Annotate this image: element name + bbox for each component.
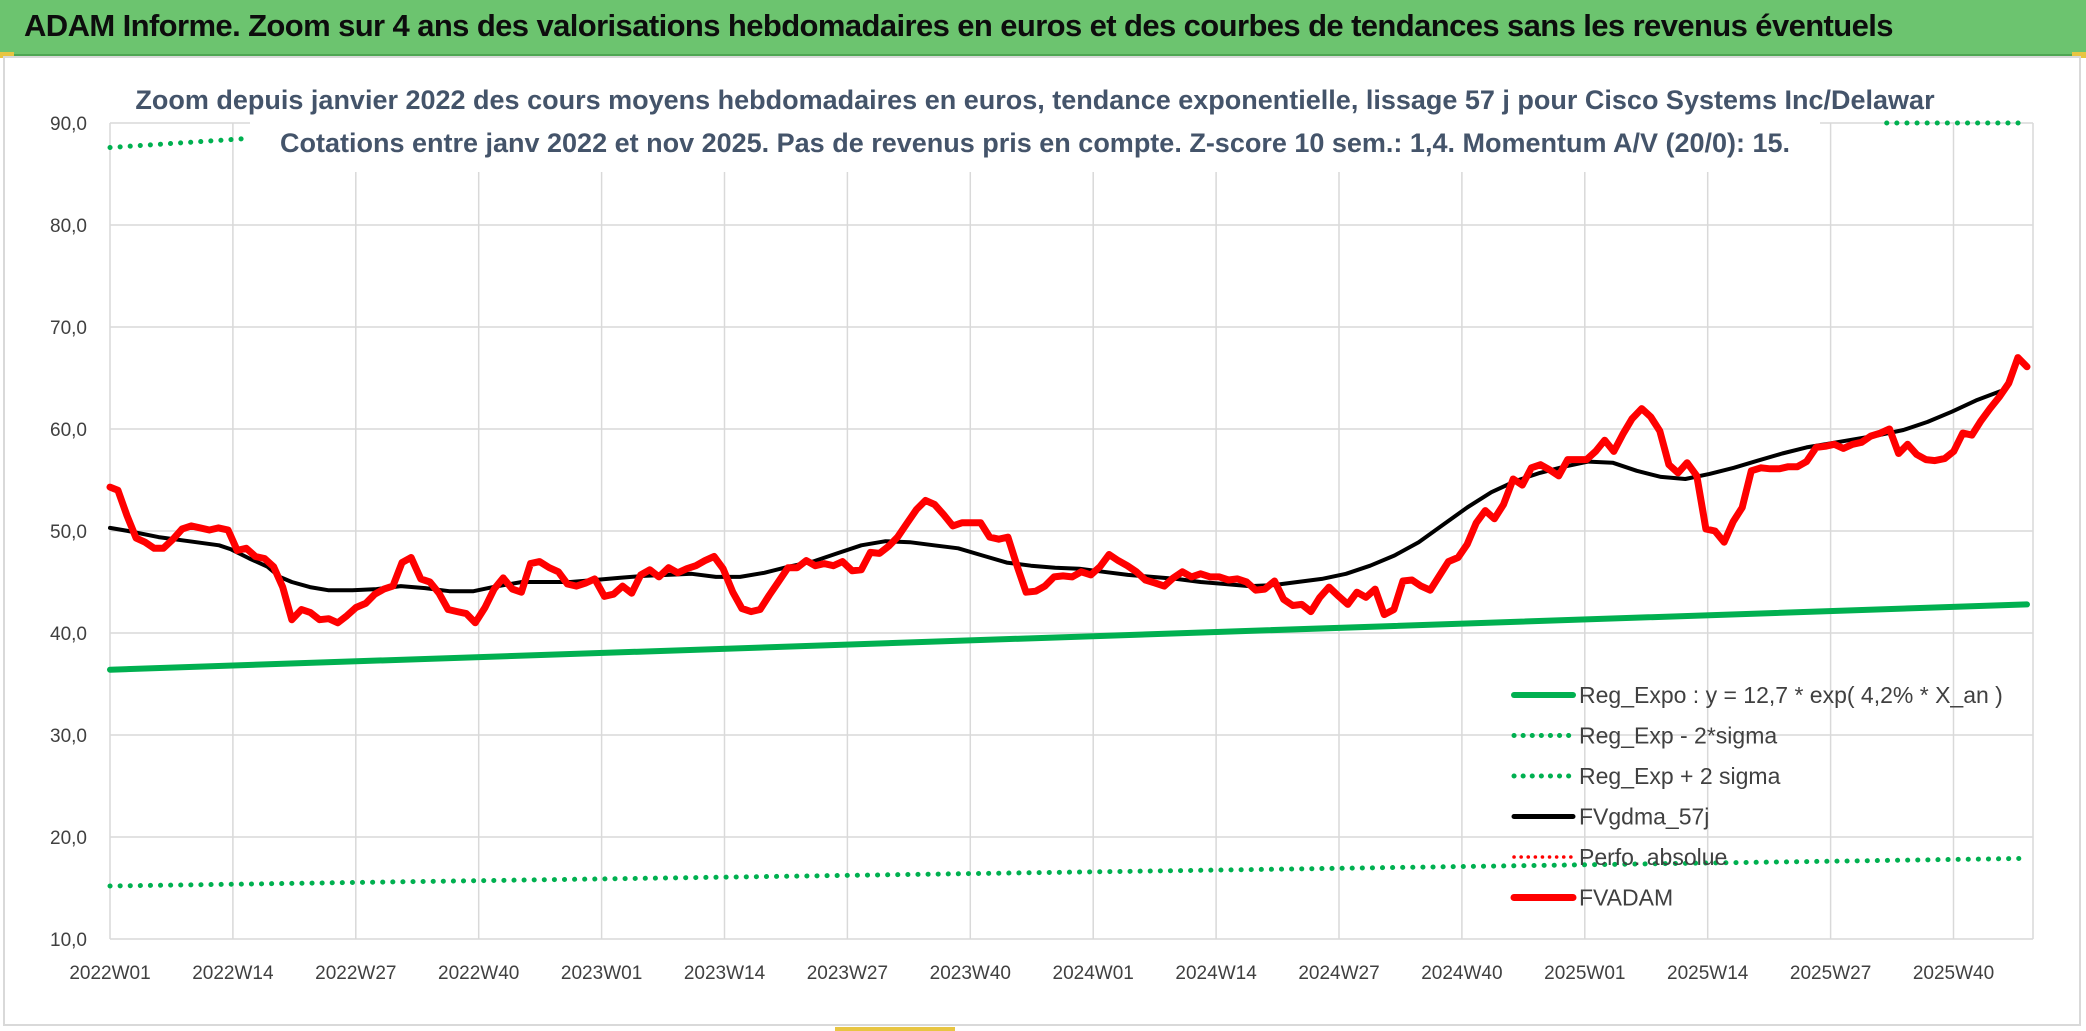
legend-label: FVADAM xyxy=(1579,885,1673,911)
x-tick-label: 2023W27 xyxy=(807,963,888,984)
legend-label: Reg_Exp + 2 sigma xyxy=(1579,763,1781,789)
y-tick-label: 80,0 xyxy=(50,216,87,237)
y-tick-label: 10,0 xyxy=(50,930,87,951)
legend-label: Reg_Expo : y = 12,7 * exp( 4,2% * X_an ) xyxy=(1579,682,2003,708)
legend-label: Perfo. absolue xyxy=(1579,844,1727,870)
grid-lines xyxy=(109,122,2034,940)
reg-exp-plus-2sigma-line-a xyxy=(107,135,253,150)
title-bar: ADAM Informe. Zoom sur 4 ans des valoris… xyxy=(0,0,2086,56)
x-tick-label: 2024W27 xyxy=(1298,963,1379,984)
y-tick-label: 50,0 xyxy=(50,522,87,543)
x-tick-label: 2022W01 xyxy=(69,963,150,984)
report-title: ADAM Informe. Zoom sur 4 ans des valoris… xyxy=(24,8,1894,43)
x-tick-label: 2023W01 xyxy=(561,963,642,984)
legend-label: FVgdma_57j xyxy=(1579,804,1709,830)
corner-tab-right xyxy=(2072,52,2086,58)
x-tick-label: 2022W27 xyxy=(315,963,396,984)
y-tick-label: 30,0 xyxy=(50,726,87,747)
chart-border xyxy=(3,56,2081,1026)
bottom-tab xyxy=(835,1027,955,1031)
corner-tab-left xyxy=(0,52,14,58)
x-tick-label: 2023W14 xyxy=(684,963,766,984)
x-tick-label: 2022W14 xyxy=(192,963,274,984)
x-tick-label: 2025W14 xyxy=(1667,963,1749,984)
series-lines xyxy=(106,120,2031,889)
x-tick-label: 2024W14 xyxy=(1175,963,1257,984)
x-tick-label: 2023W40 xyxy=(930,963,1011,984)
x-tick-label: 2025W40 xyxy=(1913,963,1994,984)
y-axis-ticks: 10,0 20,0 30,0 40,0 50,0 60,0 70,0 80,0 90,0 xyxy=(50,114,87,951)
x-tick-label: 2022W40 xyxy=(438,963,519,984)
reg-exp-minus-2sigma-line xyxy=(107,855,2030,889)
y-tick-label: 20,0 xyxy=(50,828,87,849)
legend-label: Reg_Exp - 2*sigma xyxy=(1579,723,1777,749)
y-tick-label: 90,0 xyxy=(50,114,87,135)
y-tick-label: 60,0 xyxy=(50,420,87,441)
x-tick-label: 2025W27 xyxy=(1790,963,1871,984)
fvadam-line xyxy=(106,354,2031,627)
reg-expo-line xyxy=(107,601,2030,673)
x-tick-label: 2024W01 xyxy=(1053,963,1134,984)
chart-subtitles: Zoom depuis janvier 2022 des cours moyen… xyxy=(135,78,1935,172)
fvgdma-57j-line xyxy=(108,389,2003,594)
subtitle-background xyxy=(250,78,1820,172)
chart-subtitle-line-2: Cotations entre janv 2022 et nov 2025. P… xyxy=(280,128,1790,158)
chart-subtitle-line-1: Zoom depuis janvier 2022 des cours moyen… xyxy=(135,85,1935,115)
x-axis-ticks: 2022W01 2022W14 2022W27 2022W40 2023W01 2023W… xyxy=(69,963,1994,984)
x-tick-label: 2025W01 xyxy=(1544,963,1625,984)
y-tick-label: 40,0 xyxy=(50,624,87,645)
x-tick-label: 2024W40 xyxy=(1421,963,1502,984)
chart-legend: Reg_Expo : y = 12,7 * exp( 4,2% * X_an )… xyxy=(1510,682,2003,911)
y-tick-label: 70,0 xyxy=(50,318,87,339)
